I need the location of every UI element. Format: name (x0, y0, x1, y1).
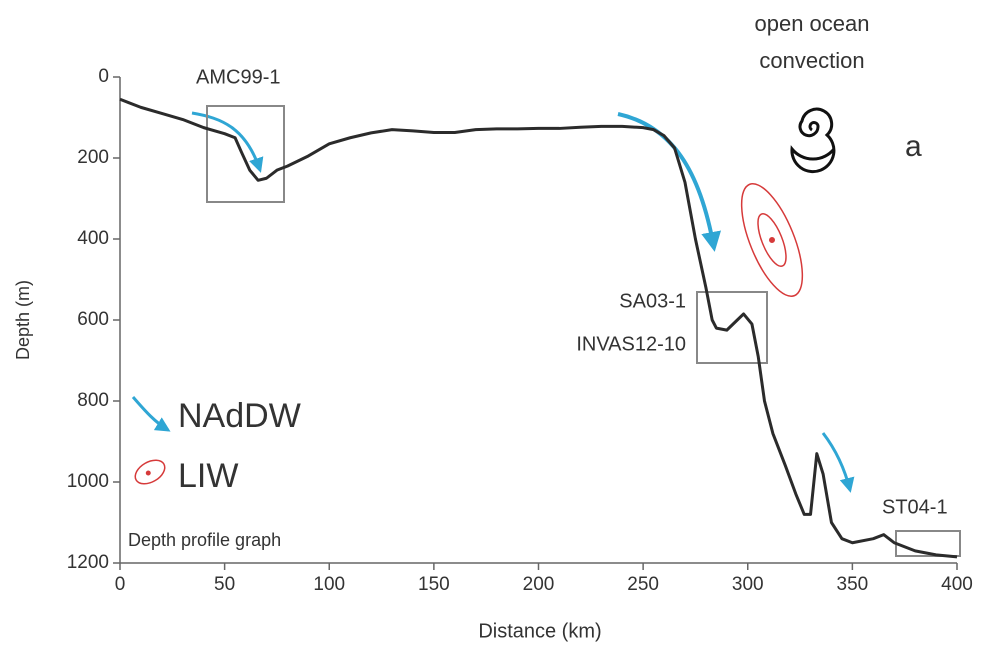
x-tick-label: 350 (837, 574, 869, 595)
flow-arrow (617, 112, 722, 252)
x-axis-label: Distance (km) (478, 620, 601, 642)
legend-label: NAdDW (178, 397, 301, 435)
flow-arrow (821, 432, 855, 493)
x-tick-label: 400 (941, 574, 973, 595)
x-tick-label: 0 (115, 574, 126, 595)
y-tick-label: 1200 (67, 552, 109, 573)
annotation: Depth profile graph (128, 530, 281, 550)
x-tick-label: 100 (313, 574, 345, 595)
x-tick-label: 250 (627, 574, 659, 595)
annotation: convection (759, 48, 864, 73)
y-tick-label: 1000 (67, 471, 109, 492)
flow-arrow (191, 111, 264, 173)
convection-spiral (790, 107, 836, 174)
annotation: SA03-1 (619, 290, 686, 312)
annotation: ST04-1 (882, 496, 948, 518)
x-tick-label: 200 (523, 574, 555, 595)
site-box (696, 291, 768, 364)
y-tick-label: 200 (77, 147, 109, 168)
annotation: AMC99-1 (196, 66, 280, 88)
x-tick-label: 50 (214, 574, 235, 595)
annotation: open ocean (755, 11, 870, 36)
y-tick-label: 800 (77, 390, 109, 411)
legend-label: LIW (178, 457, 238, 495)
y-axis-label: Depth (m) (13, 280, 33, 360)
panel-letter: a (905, 130, 922, 163)
legend-arrow (131, 396, 171, 432)
liw-contour (740, 183, 804, 297)
y-tick-label: 0 (98, 66, 109, 87)
y-tick-label: 400 (77, 228, 109, 249)
depth-profile (119, 97, 958, 559)
y-tick-label: 600 (77, 309, 109, 330)
site-box (206, 105, 285, 203)
legend-contour (134, 459, 166, 485)
annotation: INVAS12-10 (576, 333, 686, 355)
x-tick-label: 300 (732, 574, 764, 595)
x-tick-label: 150 (418, 574, 450, 595)
